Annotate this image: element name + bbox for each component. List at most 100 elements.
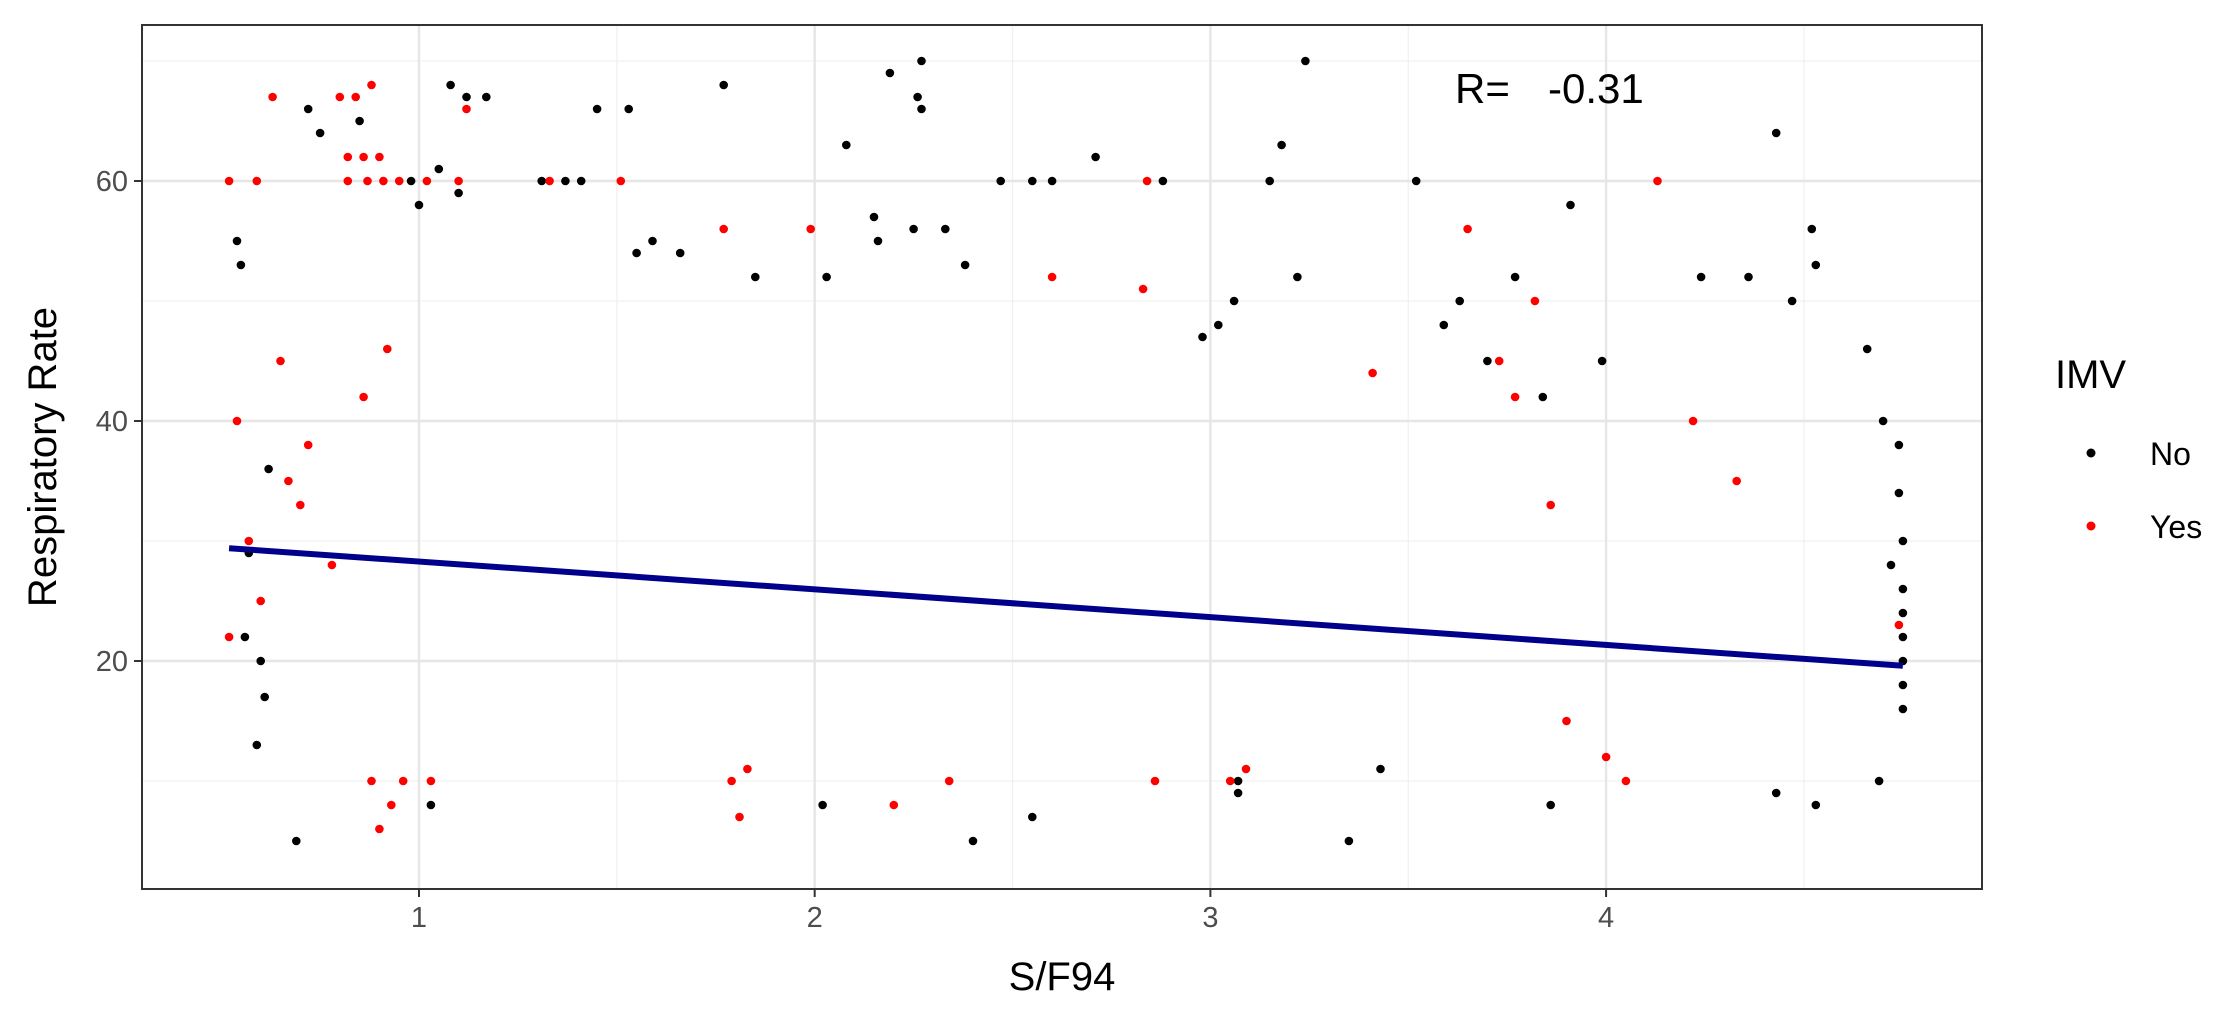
- trend-line: [228, 545, 1904, 669]
- data-point-no: [648, 236, 657, 246]
- data-point-no: [462, 92, 471, 102]
- data-point-no: [842, 140, 851, 150]
- series-yes-points: [224, 80, 1904, 834]
- data-point-no: [1566, 200, 1575, 210]
- legend-key-yes: [2086, 521, 2096, 531]
- data-point-yes: [394, 176, 404, 186]
- data-point-yes: [944, 776, 954, 786]
- data-point-no: [917, 56, 926, 66]
- series-no-points: [232, 56, 1908, 846]
- data-point-yes: [303, 440, 313, 450]
- data-point-no: [1047, 176, 1057, 186]
- data-point-yes: [1894, 620, 1904, 630]
- data-point-no: [1158, 176, 1168, 186]
- data-point-no: [1277, 140, 1286, 150]
- data-point-no: [303, 104, 313, 114]
- data-point-yes: [383, 344, 392, 354]
- data-point-yes: [1732, 476, 1741, 486]
- data-point-no: [1744, 272, 1753, 282]
- data-point-no: [1344, 836, 1354, 846]
- data-point-yes: [387, 800, 396, 810]
- data-point-no: [406, 176, 416, 186]
- data-point-yes: [727, 776, 736, 786]
- data-point-yes: [335, 92, 345, 102]
- data-point-no: [1198, 332, 1207, 342]
- data-point-no: [624, 104, 633, 114]
- data-point-yes: [375, 152, 384, 162]
- data-point-yes: [351, 92, 361, 102]
- data-point-no: [537, 176, 546, 186]
- data-point-no: [1771, 788, 1781, 798]
- data-point-no: [1787, 296, 1797, 306]
- data-point-no: [1894, 488, 1904, 498]
- data-point-no: [1807, 224, 1817, 234]
- data-point-no: [1898, 536, 1908, 546]
- data-point-yes: [343, 152, 353, 162]
- data-point-yes: [806, 224, 815, 234]
- data-point-no: [941, 224, 950, 234]
- data-point-yes: [224, 632, 234, 642]
- data-point-no: [1886, 560, 1896, 570]
- data-point-yes: [379, 176, 388, 186]
- data-point-no: [1301, 56, 1310, 66]
- x-tick-label: 4: [1598, 902, 1614, 934]
- data-point-yes: [284, 476, 293, 486]
- data-point-yes: [363, 176, 372, 186]
- y-tick-label: 40: [96, 406, 128, 438]
- data-point-no: [1510, 272, 1520, 282]
- data-point-no: [576, 176, 586, 186]
- x-tick-label: 2: [807, 902, 823, 934]
- data-point-no: [232, 236, 242, 246]
- data-point-no: [252, 740, 262, 750]
- data-point-no: [292, 836, 301, 846]
- data-point-no: [426, 800, 436, 810]
- data-point-yes: [1601, 752, 1611, 762]
- data-point-no: [909, 224, 918, 234]
- data-point-no: [236, 260, 246, 270]
- data-point-no: [434, 164, 444, 174]
- data-point-yes: [1138, 284, 1148, 294]
- data-point-no: [454, 188, 463, 198]
- data-point-no: [260, 692, 270, 702]
- data-point-yes: [1688, 416, 1698, 426]
- data-point-no: [240, 632, 250, 642]
- data-point-no: [1265, 176, 1274, 186]
- legend-label-yes: Yes: [2150, 509, 2202, 545]
- data-point-no: [1878, 416, 1888, 426]
- data-point-yes: [367, 776, 376, 786]
- data-point-no: [869, 212, 879, 222]
- data-point-no: [446, 80, 455, 90]
- data-point-yes: [1562, 716, 1571, 726]
- data-point-no: [1874, 776, 1884, 786]
- data-point-no: [1028, 812, 1037, 822]
- data-point-yes: [244, 536, 254, 546]
- data-point-yes: [232, 416, 242, 426]
- data-point-yes: [327, 560, 337, 570]
- y-tick-label: 20: [96, 646, 128, 678]
- data-point-no: [1811, 260, 1821, 270]
- data-point-no: [822, 272, 831, 282]
- data-point-no: [1229, 296, 1239, 306]
- data-point-no: [1376, 764, 1385, 774]
- data-point-no: [264, 464, 273, 474]
- data-point-no: [1028, 176, 1037, 186]
- y-tick-label: 60: [96, 166, 128, 198]
- trend-layer: [228, 545, 1904, 669]
- data-point-yes: [268, 92, 277, 102]
- data-point-no: [1898, 632, 1908, 642]
- data-point-yes: [359, 152, 368, 162]
- x-axis-title: S/F94: [1009, 955, 1116, 999]
- data-point-no: [1538, 392, 1548, 402]
- data-point-no: [1898, 704, 1908, 714]
- data-point-no: [960, 260, 970, 270]
- data-point-no: [1233, 776, 1243, 786]
- panel-border: [141, 24, 1983, 890]
- data-point-yes: [296, 500, 305, 510]
- data-point-yes: [889, 800, 899, 810]
- data-point-no: [592, 104, 602, 114]
- data-point-yes: [616, 176, 626, 186]
- data-point-no: [1233, 788, 1243, 798]
- data-point-yes: [1653, 176, 1662, 186]
